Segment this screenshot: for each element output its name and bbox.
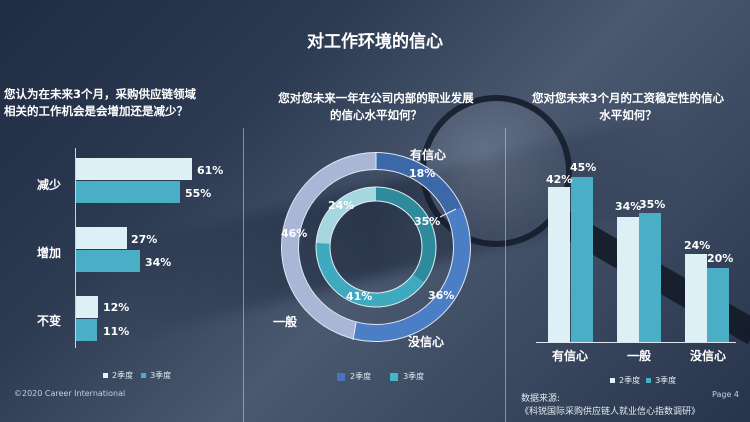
divider-left: [243, 128, 244, 422]
value-label: 42%: [546, 173, 573, 186]
value-label: 61%: [197, 164, 224, 177]
donut-value: 36%: [428, 289, 455, 302]
outer-ring-inner-edge: [298, 169, 454, 325]
value-label: 45%: [570, 161, 597, 174]
copyright: ©2020 Career International: [14, 389, 126, 398]
left-question: 您认为在未来3个月，采购供应链领域 相关的工作机会是会增加还是减少？: [4, 86, 240, 120]
inner-ring-edge: [315, 186, 437, 308]
value-label: 12%: [103, 301, 130, 314]
right-chart-axis: [536, 342, 736, 343]
source-label: 数据来源:: [521, 394, 561, 404]
middle-question-line2: 的信心水平如何？: [330, 108, 422, 122]
legend-swatch-q2: [337, 372, 345, 381]
inner-ring-inner-edge: [329, 200, 423, 294]
donut-value: 46%: [281, 227, 308, 240]
inner-segment-neutral: [316, 187, 436, 307]
source-text: 《科锐国际采购供应链人就业信心指数调研》: [520, 407, 701, 417]
middle-question-line1: 您对您未来一年在公司内部的职业发展: [278, 91, 474, 105]
legend-label-q2: 2季度: [112, 371, 134, 380]
category-label: 不变: [37, 314, 62, 328]
bar-q2-neutral: [617, 217, 639, 342]
legend-label-q3: 3季度: [403, 372, 425, 381]
divider-right: [505, 128, 506, 422]
nested-donut-chart: [281, 152, 471, 342]
value-label: 34%: [615, 200, 642, 213]
right-question-line1: 您对您未来3个月的工资稳定性的信心: [532, 91, 724, 105]
donut-value: 41%: [346, 290, 373, 303]
page-title: 对工作环境的信心: [307, 32, 443, 52]
legend-swatch-q3: [390, 372, 399, 381]
bar-q3-confident: [571, 177, 593, 342]
donut-category-not-confident: 没信心: [408, 335, 445, 349]
segment-separator: [352, 322, 357, 341]
right-question: 您对您未来3个月的工资稳定性的信心 水平如何？: [508, 90, 748, 124]
bar-q2-decrease: [76, 158, 192, 180]
left-question-line2: 相关的工作机会是会增加还是减少？: [4, 104, 188, 118]
value-label: 55%: [185, 187, 212, 200]
left-question-line1: 您认为在未来3个月，采购供应链领域: [4, 87, 196, 101]
bar-q3-increase: [76, 250, 140, 272]
legend-label-q3: 3季度: [150, 371, 172, 380]
legend-swatch-q2: [103, 373, 108, 378]
value-label: 11%: [103, 325, 130, 338]
legend-swatch-q3: [646, 378, 652, 383]
bar-q2-not-confident: [685, 254, 707, 342]
right-question-line2: 水平如何？: [599, 108, 657, 122]
value-label: 35%: [639, 198, 666, 211]
legend-label-q2: 2季度: [350, 372, 372, 381]
bar-q2-confident: [548, 187, 570, 342]
donut-category-neutral: 一般: [273, 315, 298, 329]
donut-category-confident: 有信心: [410, 148, 447, 162]
x-tick-label: 有信心: [552, 349, 589, 363]
donut-value: 18%: [409, 167, 436, 180]
middle-question: 您对您未来一年在公司内部的职业发展 的信心水平如何？: [250, 90, 502, 124]
donut-value: 35%: [414, 215, 441, 228]
left-legend: 2季度 3季度: [103, 370, 171, 381]
legend-swatch-q2: [610, 378, 615, 383]
legend-label-q2: 2季度: [619, 376, 641, 385]
category-label: 减少: [37, 178, 62, 192]
legend-label-q3: 3季度: [655, 376, 677, 385]
segment-separator: [439, 208, 457, 218]
bar-q3-not-confident: [707, 268, 729, 342]
x-tick-label: 没信心: [690, 349, 727, 363]
category-label: 增加: [37, 246, 62, 260]
value-label: 20%: [707, 252, 734, 265]
bar-q2-unchanged: [76, 296, 98, 318]
outer-segment-not-confident: [281, 152, 471, 342]
value-label: 24%: [684, 239, 711, 252]
bar-q3-unchanged: [76, 319, 97, 341]
bar-q2-increase: [76, 227, 127, 249]
inner-segment-not-confident: [316, 187, 436, 307]
left-chart-axis: [75, 148, 76, 348]
value-label: 34%: [145, 256, 172, 269]
bar-q3-decrease: [76, 181, 180, 203]
legend-swatch-q3: [141, 373, 147, 378]
donut-value: 24%: [328, 199, 355, 212]
bar-q3-neutral: [639, 213, 661, 342]
middle-legend: 2季度 3季度: [337, 371, 424, 382]
value-label: 27%: [131, 233, 158, 246]
x-tick-label: 一般: [627, 349, 652, 363]
right-legend: 2季度 3季度: [610, 375, 676, 386]
page-number: Page 4: [712, 390, 739, 399]
